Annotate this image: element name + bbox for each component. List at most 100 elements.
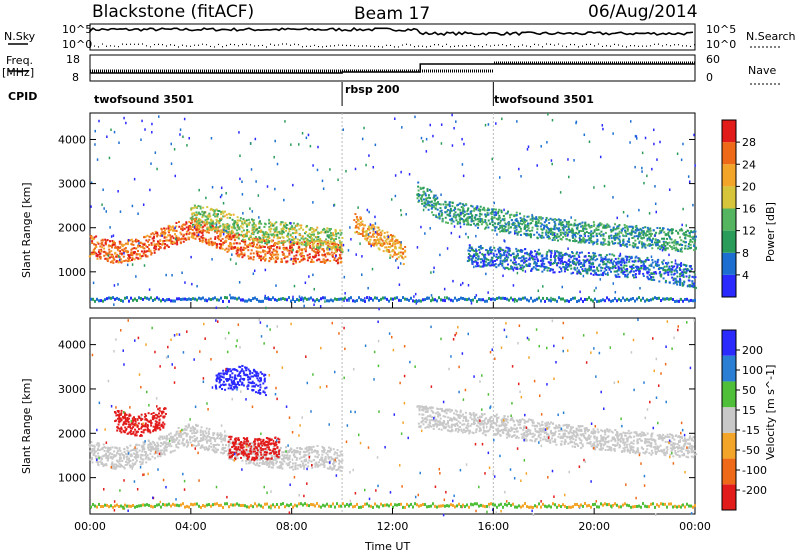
echo-cell [181,225,184,228]
echo-cell [658,240,661,243]
echo-cell [160,227,163,230]
ground-cell [392,297,394,301]
noise-cell [161,234,163,238]
echo-cell [534,267,537,270]
echo-cell [489,222,492,225]
echo-cell [648,236,651,239]
echo-cell [620,267,623,270]
echo-cell [99,252,102,255]
echo-cell [252,219,255,222]
echo-cell [288,241,291,244]
echo-cell [649,277,652,280]
echo-cell [307,256,310,259]
echo-cell [218,246,221,249]
echo-cell [382,250,385,253]
echo-cell [449,207,452,210]
echo-cell [235,233,238,236]
noise-cell [92,281,95,285]
echo-cell [278,230,281,233]
echo-cell [475,261,478,264]
echo-cell [272,250,275,253]
echo-cell [617,265,620,268]
echo-cell [614,267,617,270]
ground-cell [230,296,232,300]
echo-cell [235,223,238,226]
echo-cell [676,275,679,278]
echo-cell [532,266,535,269]
echo-cell [429,197,432,200]
echo-cell [204,240,207,243]
echo-cell [545,223,548,226]
echo-cell [529,218,532,221]
echo-cell [151,232,154,235]
echo-cell [336,262,339,265]
echo-cell [668,265,671,268]
echo-cell [583,238,586,241]
echo-cell [638,232,641,235]
echo-cell [97,455,100,458]
echo-cell [378,242,381,245]
noise-cell [460,283,462,287]
echo-cell [396,257,399,260]
echo-cell [211,241,214,244]
echo-cell [238,247,241,250]
echo-cell [292,227,295,230]
echo-cell [626,240,629,243]
echo-cell [549,232,552,235]
echo-cell [501,224,504,227]
echo-cell [109,261,112,264]
echo-cell [503,227,506,230]
echo-cell [198,240,201,243]
ground-cell [206,299,208,303]
ground-cell [464,297,466,301]
echo-cell [467,223,470,226]
echo-cell [679,282,682,285]
echo-cell [529,222,532,225]
echo-cell [673,272,676,275]
echo-cell [592,262,595,265]
echo-cell [150,242,153,245]
title-station: Blackstone (fitACF) [92,2,255,22]
echo-cell [646,237,649,240]
echo-cell [610,258,613,261]
echo-cell [142,243,145,246]
echo-cell [308,256,311,259]
echo-cell [643,265,646,268]
echo-cell [107,458,110,461]
ground-cell [110,296,112,300]
echo-cell [100,243,103,246]
echo-cell [399,251,402,254]
echo-cell [91,237,94,240]
echo-cell [583,261,586,264]
echo-cell [105,464,108,467]
noise-cell [463,142,465,146]
noise-cell [210,137,213,140]
echo-cell [276,250,279,253]
echo-cell [531,217,534,220]
nave-line [90,61,695,73]
echo-cell [422,186,425,189]
echo-cell [603,258,606,261]
echo-cell [156,234,159,237]
echo-cell [219,224,222,227]
echo-cell [566,221,569,224]
echo-cell [225,239,228,242]
echo-cell [304,248,307,251]
echo-cell [220,213,223,216]
echo-cell [300,224,303,227]
ground-cell [204,298,206,302]
noise-cell [654,234,656,237]
echo-cell [578,222,581,225]
echo-cell [116,255,119,258]
freq-unit: [MHz] [2,66,35,79]
echo-cell [391,239,394,242]
noise-cell [255,180,257,183]
ground-cell [534,298,536,302]
freq-line [90,63,695,74]
echo-cell [640,264,643,267]
noise-cell [433,266,435,270]
noise-cell [495,122,497,125]
noise-cell [682,142,684,146]
echo-cell [494,259,497,262]
echo-cell [298,260,301,263]
